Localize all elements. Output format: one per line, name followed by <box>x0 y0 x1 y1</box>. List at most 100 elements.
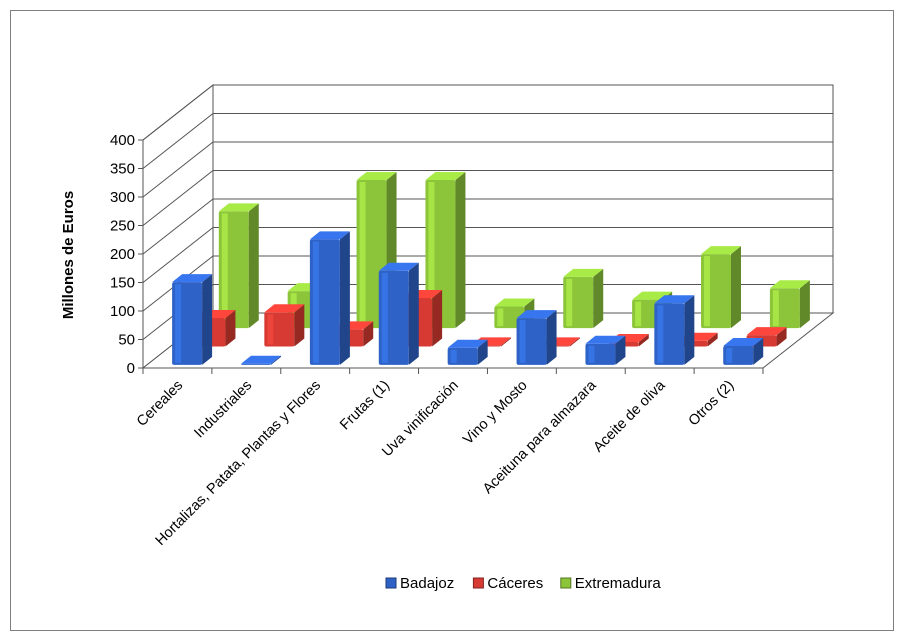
y-tick-labels: 0 50 100 150 200 250 300 350 400 <box>110 132 135 377</box>
bar-badajoz-4 <box>378 262 419 365</box>
y-tick-label: 150 <box>110 275 135 292</box>
bar-highlight <box>312 241 319 363</box>
bar-side <box>753 338 764 365</box>
bar-highlight <box>772 290 779 327</box>
bar-highlight <box>704 256 710 327</box>
bar-top <box>585 335 626 344</box>
bar-top <box>425 171 466 180</box>
bar-side <box>339 231 350 365</box>
bar-highlight <box>359 181 366 327</box>
bar-highlight <box>588 345 595 363</box>
bar-cáceres-2 <box>264 304 305 347</box>
bar-side <box>455 171 466 329</box>
legend-label-cáceres: Cáceres <box>487 575 543 592</box>
bar-top <box>494 298 535 307</box>
bar-highlight <box>657 305 664 363</box>
bar-side <box>799 280 810 329</box>
bar-top <box>516 310 557 319</box>
bars <box>172 171 810 365</box>
bar-badajoz-7 <box>585 335 626 365</box>
x-category-label: Aceite de oliva <box>590 377 669 456</box>
gridline <box>142 198 833 255</box>
bar-top <box>769 280 810 289</box>
bar-badajoz-3 <box>309 231 350 365</box>
bar-highlight <box>267 314 274 345</box>
bar-badajoz-6 <box>516 310 557 365</box>
bar-highlight <box>428 181 435 327</box>
bar-side <box>638 333 649 347</box>
legend: Badajoz Cáceres Extremadura <box>385 575 662 592</box>
bar-side <box>432 290 443 347</box>
bar-badajoz-2 <box>241 355 281 365</box>
bar-highlight <box>611 343 618 345</box>
y-tick-label: 0 <box>127 360 135 377</box>
bar-side <box>363 321 374 347</box>
bar-top <box>218 203 259 212</box>
bar-top <box>241 355 281 364</box>
bar-badajoz-1 <box>172 274 213 365</box>
bar-top <box>356 171 397 180</box>
bar-badajoz-9 <box>723 338 764 365</box>
bar-top <box>309 231 350 240</box>
bar-side <box>684 295 695 365</box>
gridline <box>142 113 833 169</box>
bar-side <box>707 332 718 347</box>
bar-highlight <box>519 320 526 363</box>
bar-highlight <box>450 349 457 363</box>
bar-side <box>501 337 511 347</box>
bar-side <box>569 337 580 347</box>
bar-highlight <box>221 213 228 327</box>
gridline <box>142 84 833 141</box>
bar-highlight <box>635 301 642 327</box>
bar-top <box>264 304 305 313</box>
legend-swatch-cáceres <box>472 577 484 589</box>
legend-label-badajoz: Badajoz <box>400 575 454 592</box>
x-category-label: Industriales <box>191 378 255 442</box>
bar-highlight <box>175 284 182 363</box>
bar-extremadura-9 <box>769 280 810 329</box>
bar-highlight <box>726 348 733 363</box>
gridline <box>142 170 833 226</box>
bar-side <box>546 310 557 365</box>
bar-side <box>477 339 488 365</box>
gridline <box>142 227 833 283</box>
legend-label-extremadura: Extremadura <box>575 575 662 592</box>
gridline <box>142 255 833 312</box>
bar-extremadura-8 <box>701 246 741 329</box>
y-tick-label: 200 <box>110 246 135 263</box>
bar-side <box>294 304 305 347</box>
bar-top <box>172 274 213 283</box>
bar-top <box>746 327 787 336</box>
bar-top <box>701 246 741 255</box>
x-category-label: Frutas (1) <box>337 378 393 434</box>
y-tick-label: 300 <box>110 189 135 206</box>
bar-extremadura-6 <box>563 268 604 329</box>
bar-side <box>776 327 787 347</box>
y-tick-label: 50 <box>118 332 135 349</box>
bar-badajoz-5 <box>447 339 488 365</box>
bar-side <box>615 335 626 365</box>
x-category-label: Otros (2) <box>686 378 738 430</box>
bar-side <box>202 274 213 365</box>
gridline <box>142 141 833 198</box>
bar-highlight <box>381 272 388 363</box>
bar-side <box>731 246 741 329</box>
bar-highlight <box>497 308 504 327</box>
bar-side <box>593 268 604 329</box>
x-category-label: Cereales <box>134 378 186 430</box>
bar-extremadura-1 <box>218 203 259 329</box>
bar-top <box>654 295 695 304</box>
x-category-label: Aceituna para almazara <box>480 377 600 497</box>
bar-top <box>378 262 419 271</box>
bar-side <box>408 262 419 365</box>
gridlines <box>138 84 833 374</box>
bar-highlight <box>566 278 573 327</box>
gridline <box>142 284 833 340</box>
bar-front <box>241 363 271 365</box>
bar-side <box>248 203 259 329</box>
legend-swatch-badajoz <box>385 577 397 589</box>
y-axis-label: Millones de Euros <box>60 191 77 319</box>
bar-side <box>271 355 281 365</box>
bar-top <box>563 268 604 277</box>
